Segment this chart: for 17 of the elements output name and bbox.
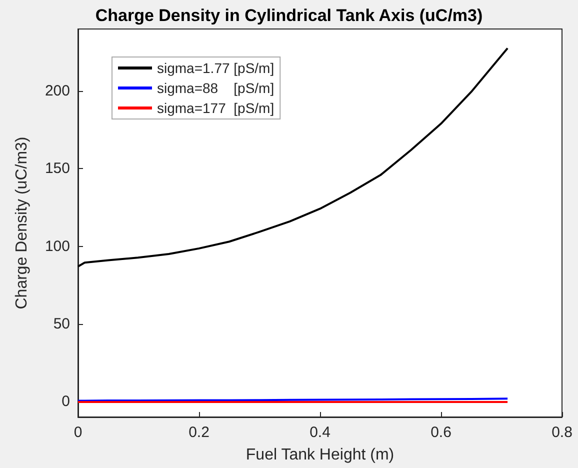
x-axis-title: Fuel Tank Height (m) <box>246 446 394 464</box>
x-tick-label: 0.4 <box>310 424 330 441</box>
y-tick-label: 150 <box>44 160 70 178</box>
x-tick-label: 0 <box>74 424 82 441</box>
x-tick-label: 0.8 <box>552 424 572 441</box>
y-tick-label: 0 <box>62 392 70 410</box>
legend-label: sigma=177 [pS/m] <box>157 100 274 116</box>
x-tick-label: 0.2 <box>188 424 210 441</box>
chart-title: Charge Density in Cylindrical Tank Axis (uC/m3) <box>95 6 483 25</box>
x-tick-label: 0.6 <box>430 424 452 441</box>
y-tick-label: 200 <box>44 82 70 100</box>
legend-label: sigma=1.77 [pS/m] <box>157 60 274 76</box>
y-tick-label: 100 <box>44 238 70 255</box>
legend-label: sigma=88 [pS/m] <box>157 80 274 96</box>
y-axis-title: Charge Density (uC/m3) <box>14 136 30 310</box>
line-series <box>77 47 509 268</box>
y-tick-label: 50 <box>53 315 70 332</box>
